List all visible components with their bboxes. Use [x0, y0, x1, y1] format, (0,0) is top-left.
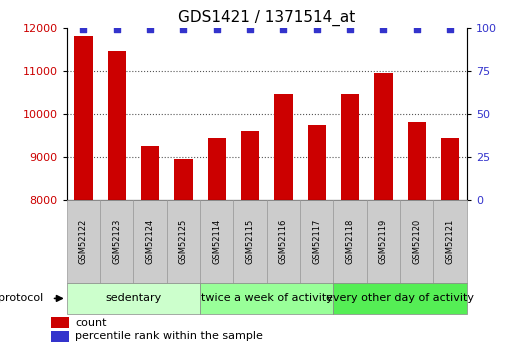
Bar — [400, 200, 433, 283]
Bar — [308, 125, 326, 200]
Bar — [200, 200, 233, 283]
Bar — [167, 200, 200, 283]
Point — [346, 27, 354, 32]
Point — [379, 27, 388, 32]
Bar — [374, 73, 392, 200]
Text: GSM52118: GSM52118 — [346, 219, 354, 264]
Text: GSM52123: GSM52123 — [112, 219, 121, 264]
Text: every other day of activity: every other day of activity — [326, 294, 474, 303]
Text: GSM52115: GSM52115 — [246, 219, 254, 264]
Text: GSM52125: GSM52125 — [179, 219, 188, 264]
Bar — [233, 200, 267, 283]
Text: percentile rank within the sample: percentile rank within the sample — [75, 331, 263, 341]
Point — [446, 27, 454, 32]
Bar — [108, 51, 126, 200]
Point — [312, 27, 321, 32]
Bar — [51, 331, 69, 342]
Text: GSM52114: GSM52114 — [212, 219, 221, 264]
Point — [179, 27, 187, 32]
Point — [112, 27, 121, 32]
Bar — [141, 146, 159, 200]
Text: GSM52117: GSM52117 — [312, 219, 321, 264]
Point — [412, 27, 421, 32]
Point — [246, 27, 254, 32]
Bar — [200, 283, 333, 314]
Point — [146, 27, 154, 32]
Text: protocol: protocol — [0, 294, 43, 303]
Bar — [67, 283, 200, 314]
Text: sedentary: sedentary — [105, 294, 162, 303]
Bar — [208, 138, 226, 200]
Text: GSM52116: GSM52116 — [279, 219, 288, 264]
Point — [212, 27, 221, 32]
Point — [279, 27, 287, 32]
Bar — [333, 200, 367, 283]
Bar — [241, 131, 259, 200]
Bar — [341, 95, 359, 200]
Bar — [408, 122, 426, 200]
Bar — [100, 200, 133, 283]
Bar — [441, 138, 459, 200]
Bar — [300, 200, 333, 283]
Text: GSM52121: GSM52121 — [446, 219, 455, 264]
Bar — [74, 36, 92, 200]
Text: twice a week of activity: twice a week of activity — [201, 294, 333, 303]
Bar — [133, 200, 167, 283]
Bar — [67, 200, 100, 283]
Bar — [274, 95, 292, 200]
Bar — [433, 200, 467, 283]
Title: GDS1421 / 1371514_at: GDS1421 / 1371514_at — [178, 10, 356, 26]
Bar — [51, 317, 69, 328]
Bar — [174, 159, 192, 200]
Text: GSM52120: GSM52120 — [412, 219, 421, 264]
Bar — [333, 283, 467, 314]
Text: GSM52122: GSM52122 — [79, 219, 88, 264]
Point — [79, 27, 87, 32]
Text: GSM52124: GSM52124 — [146, 219, 154, 264]
Text: GSM52119: GSM52119 — [379, 219, 388, 264]
Bar — [267, 200, 300, 283]
Bar — [367, 200, 400, 283]
Text: count: count — [75, 318, 107, 328]
